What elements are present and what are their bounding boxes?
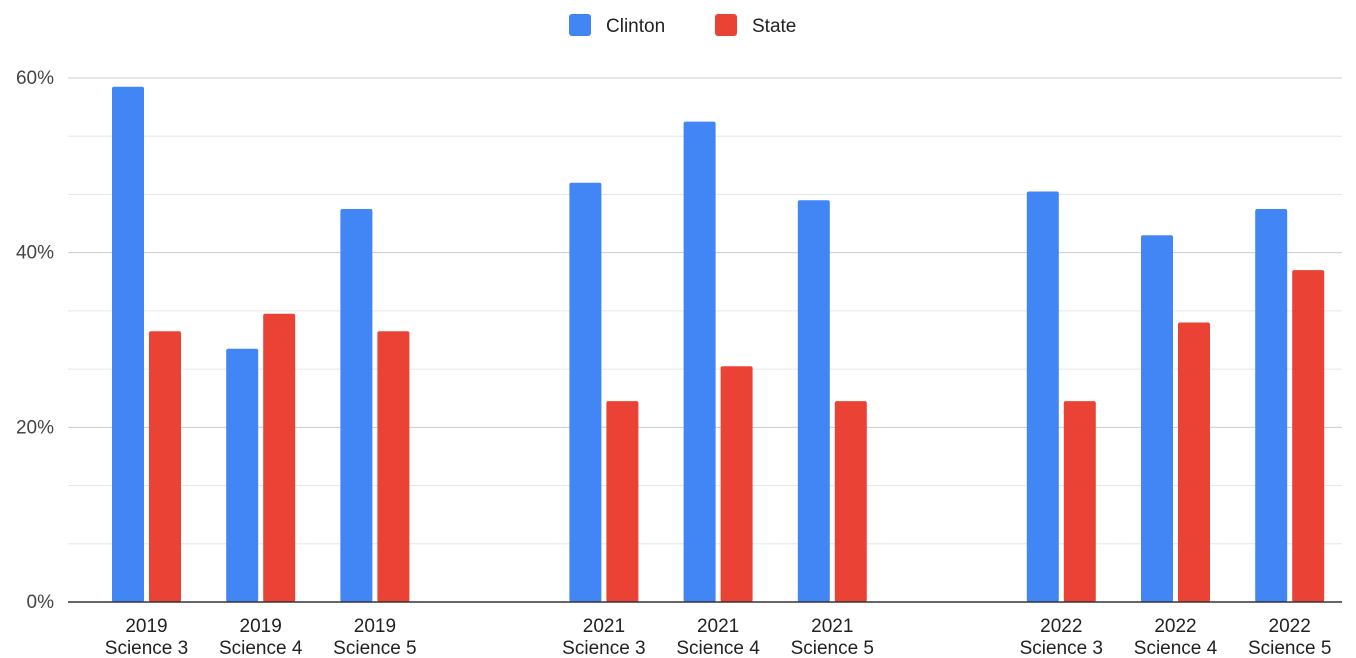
legend-label-clinton: Clinton: [606, 16, 665, 37]
x-tick-label: 2022 Science 3: [1020, 616, 1103, 658]
bar-clinton-6[interactable]: [1026, 191, 1059, 603]
x-tick-label: 2022 Science 5: [1248, 616, 1331, 658]
y-tick-label: 20%: [16, 417, 54, 438]
bar-clinton-3[interactable]: [569, 182, 602, 603]
y-tick-label: 40%: [16, 243, 54, 264]
bar-clinton-0[interactable]: [112, 86, 144, 602]
bar-state-4[interactable]: [720, 366, 753, 602]
bar-clinton-5[interactable]: [797, 200, 830, 602]
bars: [112, 86, 1325, 603]
y-axis: 0% 20% 40% 60%: [16, 68, 54, 613]
x-tick-label: 2021 Science 5: [791, 616, 874, 658]
bar-clinton-1[interactable]: [226, 348, 259, 602]
bar-state-7[interactable]: [1178, 322, 1210, 602]
y-tick-label: 0%: [27, 592, 55, 613]
bar-state-6[interactable]: [1063, 401, 1096, 602]
bar-state-0[interactable]: [149, 331, 181, 602]
legend-swatch-clinton: [569, 14, 591, 36]
legend-swatch-state: [715, 14, 737, 36]
x-tick-label: 2019 Science 3: [105, 616, 188, 658]
bar-clinton-7[interactable]: [1141, 235, 1173, 602]
bar-state-1[interactable]: [263, 313, 296, 602]
bar-state-3[interactable]: [606, 401, 639, 602]
x-tick-label: 2019 Science 4: [219, 616, 303, 658]
x-tick-label: 2021 Science 4: [676, 616, 760, 658]
x-tick-label: 2019 Science 5: [333, 616, 416, 658]
x-tick-label: 2021 Science 3: [562, 616, 645, 658]
x-axis: 2019 Science 3 2019 Science 4 2019 Science 5 2…: [68, 601, 1342, 658]
bar-state-8[interactable]: [1292, 270, 1325, 602]
legend-label-state: State: [752, 16, 796, 37]
bar-state-2[interactable]: [377, 331, 410, 602]
bar-clinton-2[interactable]: [340, 209, 373, 602]
legend: Clinton State: [569, 14, 796, 37]
bar-clinton-4[interactable]: [683, 121, 716, 603]
bar-state-5[interactable]: [834, 401, 867, 602]
x-tick-label: 2022 Science 4: [1134, 616, 1218, 658]
bar-clinton-8[interactable]: [1255, 209, 1288, 602]
y-tick-label: 60%: [16, 68, 54, 89]
